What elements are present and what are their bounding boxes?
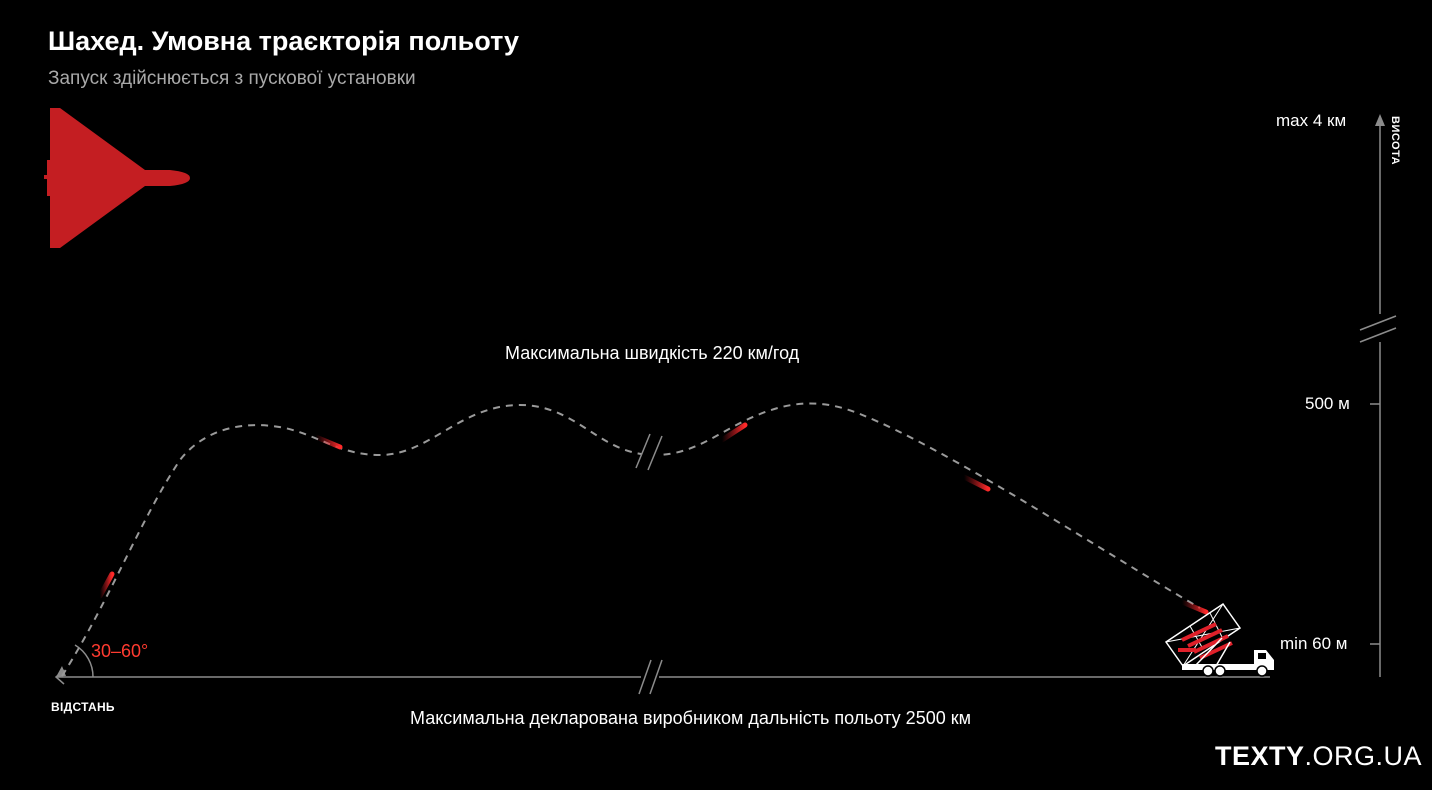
max-speed-label: Максимальна швидкість 220 км/год bbox=[505, 343, 800, 363]
trajectory-break bbox=[635, 433, 663, 472]
brand-name: TEXTY bbox=[1215, 741, 1305, 771]
distance-axis bbox=[54, 659, 1270, 695]
brand-logo: TEXTY.ORG.UA bbox=[1215, 741, 1422, 772]
drone-trail-1 bbox=[97, 571, 115, 599]
launcher-truck-icon bbox=[1164, 602, 1274, 677]
drone-trail-markers bbox=[97, 422, 1209, 615]
drone-trail-3 bbox=[719, 422, 748, 443]
distance-axis-label: ВІДСТАНЬ bbox=[51, 700, 115, 714]
altitude-tick-min: min 60 м bbox=[1280, 634, 1348, 653]
flight-trajectory bbox=[61, 402, 1201, 677]
max-range-label: Максимальна декларована виробником дальн… bbox=[410, 708, 971, 728]
brand-domain: .ORG.UA bbox=[1304, 741, 1423, 771]
page-subtitle: Запуск здійснюється з пускової установки bbox=[48, 68, 416, 89]
altitude-tick-max: max 4 км bbox=[1276, 111, 1347, 130]
altitude-axis-label: ВИСОТА bbox=[1389, 116, 1401, 166]
launch-angle-arc bbox=[74, 644, 94, 678]
altitude-tick-mid: 500 м bbox=[1305, 394, 1350, 413]
launch-angle-label: 30–60° bbox=[91, 641, 149, 661]
drone-trail-2 bbox=[313, 434, 343, 450]
page-title: Шахед. Умовна траєкторія польоту bbox=[48, 26, 520, 56]
drone-trail-4 bbox=[961, 474, 991, 492]
altitude-axis bbox=[1359, 114, 1398, 677]
shahed-drone-icon bbox=[44, 108, 190, 248]
drone-trail-5 bbox=[1179, 599, 1209, 615]
